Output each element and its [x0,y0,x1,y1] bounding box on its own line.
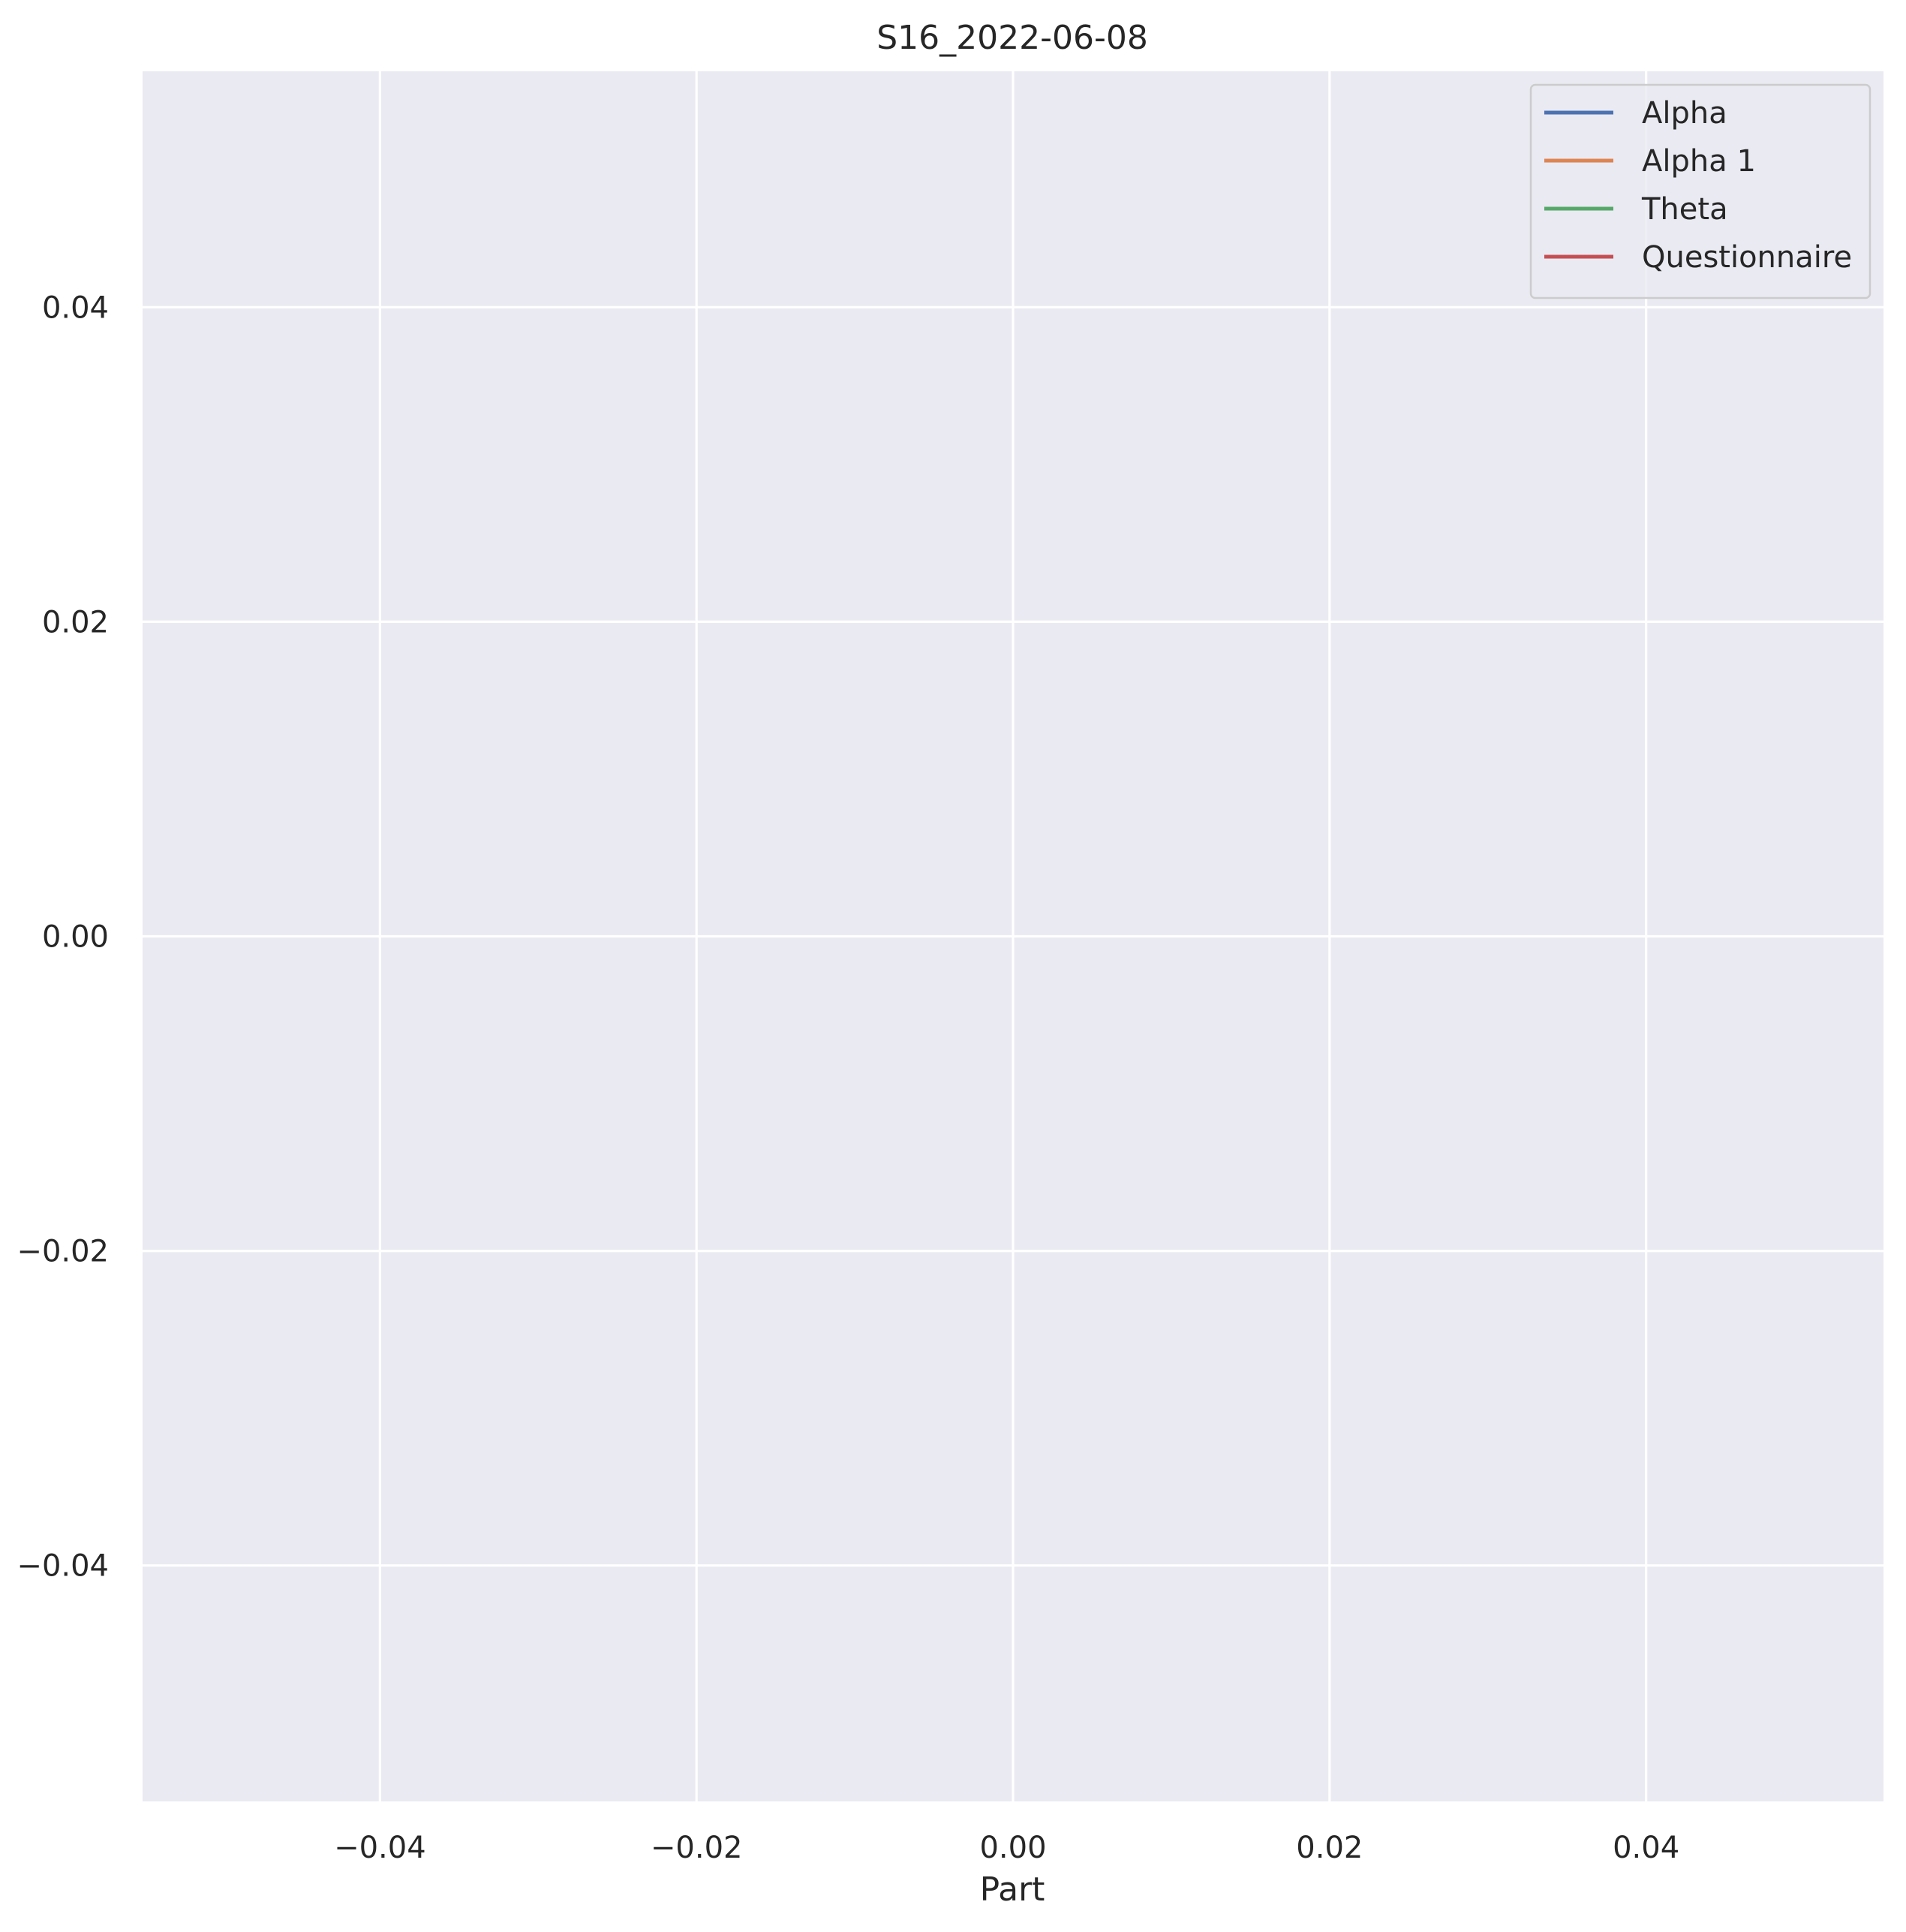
x-tick-label: 0.02 [1296,1831,1363,1865]
y-tick-label: 0.02 [42,605,109,639]
y-axis-ticks: 0.04 0.02 0.00 −0.02 −0.04 [17,290,109,1583]
chart-title: S16_2022-06-08 [876,19,1148,57]
legend-label: Theta [1641,192,1728,227]
legend: Alpha Alpha 1 Theta Questionnaire [1529,83,1871,299]
x-axis-title: Part [980,1870,1045,1909]
y-tick-label: 0.00 [42,920,109,955]
y-tick-label: −0.04 [17,1549,109,1584]
legend-label: Alpha [1642,96,1727,131]
legend-box [1529,83,1871,299]
x-axis-ticks: −0.04 −0.02 0.00 0.02 0.04 [334,1831,1679,1865]
x-tick-label: −0.04 [334,1831,426,1865]
legend-label: Questionnaire [1642,240,1852,275]
grid-lines [143,71,1883,1801]
x-tick-label: −0.02 [651,1831,743,1865]
x-tick-label: 0.00 [979,1831,1046,1865]
y-tick-label: −0.02 [17,1235,109,1269]
x-tick-label: 0.04 [1613,1831,1679,1865]
legend-label: Alpha 1 [1642,144,1756,179]
y-tick-label: 0.04 [42,290,109,325]
